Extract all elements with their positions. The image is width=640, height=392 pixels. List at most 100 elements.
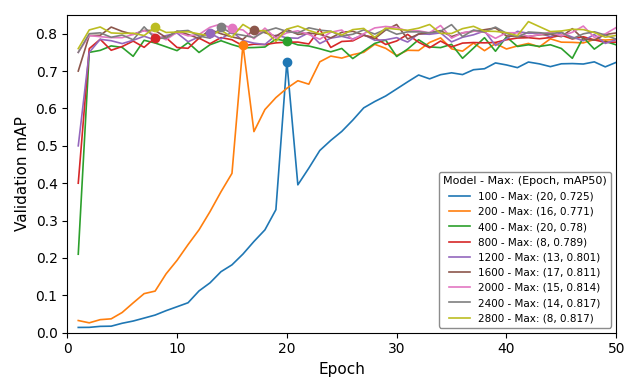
1200 - Max: (13, 0.801): (11, 0.778): (13, 0.801): (11, 0.778)	[184, 40, 192, 44]
400 - Max: (20, 0.78): (37, 0.761): (20, 0.78): (37, 0.761)	[470, 46, 477, 51]
400 - Max: (20, 0.78): (39, 0.753): (20, 0.78): (39, 0.753)	[492, 49, 499, 54]
2800 - Max: (8, 0.817): (27, 0.814): (8, 0.817): (27, 0.814)	[360, 26, 367, 31]
1200 - Max: (13, 0.801): (49, 0.774): (13, 0.801): (49, 0.774)	[602, 41, 609, 46]
100 - Max: (20, 0.725): (38, 0.706): (20, 0.725): (38, 0.706)	[481, 66, 488, 71]
200 - Max: (16, 0.771): (43, 0.765): (16, 0.771): (43, 0.765)	[536, 45, 543, 49]
400 - Max: (20, 0.78): (33, 0.765): (20, 0.78): (33, 0.765)	[426, 45, 433, 49]
200 - Max: (16, 0.771): (38, 0.755): (16, 0.771): (38, 0.755)	[481, 48, 488, 53]
200 - Max: (16, 0.771): (18, 0.597): (16, 0.771): (18, 0.597)	[261, 107, 269, 112]
800 - Max: (8, 0.789): (47, 0.792): (8, 0.789): (47, 0.792)	[579, 34, 587, 39]
400 - Max: (20, 0.78): (26, 0.733): (20, 0.78): (26, 0.733)	[349, 56, 356, 61]
400 - Max: (20, 0.78): (30, 0.739): (20, 0.78): (30, 0.739)	[393, 54, 401, 59]
2000 - Max: (15, 0.814): (39, 0.788): (15, 0.814): (39, 0.788)	[492, 36, 499, 41]
400 - Max: (20, 0.78): (34, 0.763): (20, 0.78): (34, 0.763)	[436, 45, 444, 50]
200 - Max: (16, 0.771): (44, 0.786): (16, 0.771): (44, 0.786)	[547, 36, 554, 41]
100 - Max: (20, 0.725): (2, 0.0144): (20, 0.725): (2, 0.0144)	[85, 325, 93, 330]
2000 - Max: (15, 0.814): (7, 0.808): (15, 0.814): (7, 0.808)	[140, 28, 148, 33]
1200 - Max: (13, 0.801): (47, 0.781): (13, 0.801): (47, 0.781)	[579, 38, 587, 43]
2400 - Max: (14, 0.817): (42, 0.805): (14, 0.817): (42, 0.805)	[525, 30, 532, 34]
2400 - Max: (14, 0.817): (31, 0.805): (14, 0.817): (31, 0.805)	[404, 29, 412, 34]
2800 - Max: (8, 0.817): (23, 0.8): (8, 0.817): (23, 0.8)	[316, 31, 324, 36]
2800 - Max: (8, 0.817): (29, 0.815): (8, 0.817): (29, 0.815)	[382, 26, 390, 31]
2000 - Max: (15, 0.814): (49, 0.799): (15, 0.814): (49, 0.799)	[602, 31, 609, 36]
1200 - Max: (13, 0.801): (20, 0.789): (13, 0.801): (20, 0.789)	[283, 35, 291, 40]
100 - Max: (20, 0.725): (33, 0.679): (20, 0.725): (33, 0.679)	[426, 76, 433, 81]
100 - Max: (20, 0.725): (22, 0.44): (20, 0.725): (22, 0.44)	[305, 166, 313, 171]
2000 - Max: (15, 0.814): (23, 0.785): (15, 0.814): (23, 0.785)	[316, 37, 324, 42]
2800 - Max	[151, 25, 159, 30]
100 - Max: (20, 0.725): (7, 0.0392): (20, 0.725): (7, 0.0392)	[140, 316, 148, 320]
100 - Max: (20, 0.725): (16, 0.21): (20, 0.725): (16, 0.21)	[239, 252, 247, 256]
1600 - Max: (17, 0.811): (43, 0.797): (17, 0.811): (43, 0.797)	[536, 33, 543, 37]
800 - Max: (8, 0.789): (10, 0.763): (8, 0.789): (10, 0.763)	[173, 45, 181, 50]
200 - Max: (16, 0.771): (1, 0.0327): (16, 0.771): (1, 0.0327)	[74, 318, 82, 323]
1600 - Max: (17, 0.811): (13, 0.811): (17, 0.811): (13, 0.811)	[206, 27, 214, 32]
1600 - Max: (17, 0.811): (11, 0.798): (17, 0.811): (11, 0.798)	[184, 32, 192, 37]
200 - Max: (16, 0.771): (13, 0.324): (16, 0.771): (13, 0.324)	[206, 209, 214, 214]
1200 - Max: (13, 0.801): (32, 0.8): (13, 0.801): (32, 0.8)	[415, 31, 422, 36]
1200 - Max: (13, 0.801): (14, 0.786): (13, 0.801): (14, 0.786)	[217, 36, 225, 41]
400 - Max: (20, 0.78): (22, 0.767): (20, 0.78): (22, 0.767)	[305, 44, 313, 48]
2800 - Max: (8, 0.817): (13, 0.794): (8, 0.817): (13, 0.794)	[206, 34, 214, 38]
100 - Max: (20, 0.725): (3, 0.017): (20, 0.725): (3, 0.017)	[97, 324, 104, 329]
2000 - Max: (15, 0.814): (46, 0.804): (15, 0.814): (46, 0.804)	[568, 30, 576, 34]
200 - Max: (16, 0.771): (6, 0.0798): (16, 0.771): (6, 0.0798)	[129, 301, 137, 305]
1600 - Max: (17, 0.811): (33, 0.803): (17, 0.811): (33, 0.803)	[426, 30, 433, 35]
1600 - Max: (17, 0.811): (1, 0.7): (17, 0.811): (1, 0.7)	[74, 69, 82, 73]
2400 - Max: (14, 0.817): (9, 0.788): (14, 0.817): (9, 0.788)	[163, 36, 170, 40]
2000 - Max: (15, 0.814): (36, 0.802): (15, 0.814): (36, 0.802)	[459, 31, 467, 35]
1600 - Max: (17, 0.811): (50, 0.802): (17, 0.811): (50, 0.802)	[612, 31, 620, 35]
200 - Max	[239, 42, 247, 47]
100 - Max: (20, 0.725): (35, 0.695): (20, 0.725): (35, 0.695)	[448, 71, 456, 75]
1200 - Max: (13, 0.801): (7, 0.793): (13, 0.801): (7, 0.793)	[140, 34, 148, 38]
1600 - Max: (17, 0.811): (28, 0.787): (17, 0.811): (28, 0.787)	[371, 36, 378, 41]
100 - Max: (20, 0.725): (4, 0.0175): (20, 0.725): (4, 0.0175)	[108, 324, 115, 328]
2000 - Max: (15, 0.814): (11, 0.794): (15, 0.814): (11, 0.794)	[184, 34, 192, 38]
800 - Max: (8, 0.789): (29, 0.771): (8, 0.789): (29, 0.771)	[382, 42, 390, 47]
2400 - Max: (14, 0.817): (26, 0.798): (14, 0.817): (26, 0.798)	[349, 32, 356, 36]
2800 - Max: (8, 0.817): (40, 0.803): (8, 0.817): (40, 0.803)	[502, 30, 510, 35]
200 - Max: (16, 0.771): (36, 0.753): (16, 0.771): (36, 0.753)	[459, 49, 467, 54]
2800 - Max: (8, 0.817): (37, 0.82): (8, 0.817): (37, 0.82)	[470, 24, 477, 29]
800 - Max: (8, 0.789): (6, 0.78): (8, 0.789): (6, 0.78)	[129, 39, 137, 44]
400 - Max: (20, 0.78): (35, 0.772): (20, 0.78): (35, 0.772)	[448, 42, 456, 47]
1200 - Max: (13, 0.801): (19, 0.796): (13, 0.801): (19, 0.796)	[272, 33, 280, 38]
1200 - Max: (13, 0.801): (23, 0.774): (13, 0.801): (23, 0.774)	[316, 41, 324, 46]
200 - Max: (16, 0.771): (19, 0.629): (16, 0.771): (19, 0.629)	[272, 95, 280, 100]
1200 - Max: (13, 0.801): (43, 0.802): (13, 0.801): (43, 0.802)	[536, 31, 543, 35]
800 - Max: (8, 0.789): (28, 0.789): (8, 0.789): (28, 0.789)	[371, 35, 378, 40]
2400 - Max: (14, 0.817): (21, 0.802): (14, 0.817): (21, 0.802)	[294, 31, 301, 35]
2800 - Max: (8, 0.817): (44, 0.806): (8, 0.817): (44, 0.806)	[547, 29, 554, 34]
400 - Max: (20, 0.78): (27, 0.754): (20, 0.78): (27, 0.754)	[360, 49, 367, 53]
1200 - Max: (13, 0.801): (8, 0.783): (13, 0.801): (8, 0.783)	[151, 38, 159, 42]
1200 - Max: (13, 0.801): (26, 0.786): (13, 0.801): (26, 0.786)	[349, 36, 356, 41]
100 - Max: (20, 0.725): (1, 0.0142): (20, 0.725): (1, 0.0142)	[74, 325, 82, 330]
400 - Max: (20, 0.78): (2, 0.75): (20, 0.78): (2, 0.75)	[85, 50, 93, 55]
400 - Max: (20, 0.78): (3, 0.755): (20, 0.78): (3, 0.755)	[97, 48, 104, 53]
800 - Max: (8, 0.789): (50, 0.777): (8, 0.789): (50, 0.777)	[612, 40, 620, 45]
2400 - Max: (14, 0.817): (7, 0.818): (14, 0.817): (7, 0.818)	[140, 25, 148, 29]
400 - Max: (20, 0.78): (48, 0.759): (20, 0.78): (48, 0.759)	[591, 47, 598, 51]
2800 - Max: (8, 0.817): (33, 0.825): (8, 0.817): (33, 0.825)	[426, 22, 433, 27]
2800 - Max: (8, 0.817): (31, 0.809): (8, 0.817): (31, 0.809)	[404, 28, 412, 33]
2400 - Max: (14, 0.817): (34, 0.807): (14, 0.817): (34, 0.807)	[436, 29, 444, 34]
100 - Max: (20, 0.725): (18, 0.275): (20, 0.725): (18, 0.275)	[261, 227, 269, 232]
2400 - Max: (14, 0.817): (13, 0.788): (14, 0.817): (13, 0.788)	[206, 36, 214, 40]
200 - Max: (16, 0.771): (49, 0.783): (16, 0.771): (49, 0.783)	[602, 38, 609, 42]
2000 - Max: (15, 0.814): (17, 0.787): (15, 0.814): (17, 0.787)	[250, 36, 258, 41]
1600 - Max: (17, 0.811): (15, 0.791): (17, 0.811): (15, 0.791)	[228, 34, 236, 39]
400 - Max: (20, 0.78): (8, 0.775): (20, 0.78): (8, 0.775)	[151, 41, 159, 45]
400 - Max: (20, 0.78): (49, 0.779): (20, 0.78): (49, 0.779)	[602, 39, 609, 44]
800 - Max: (8, 0.789): (22, 0.773): (8, 0.789): (22, 0.773)	[305, 42, 313, 46]
100 - Max: (20, 0.725): (41, 0.709): (20, 0.725): (41, 0.709)	[513, 65, 521, 70]
2000 - Max: (15, 0.814): (9, 0.784): (15, 0.814): (9, 0.784)	[163, 37, 170, 42]
2000 - Max: (15, 0.814): (43, 0.798): (15, 0.814): (43, 0.798)	[536, 32, 543, 37]
1200 - Max: (13, 0.801): (35, 0.778): (13, 0.801): (35, 0.778)	[448, 40, 456, 44]
2400 - Max: (14, 0.817): (17, 0.79): (14, 0.817): (17, 0.79)	[250, 35, 258, 40]
200 - Max: (16, 0.771): (14, 0.377): (16, 0.771): (14, 0.377)	[217, 189, 225, 194]
200 - Max: (16, 0.771): (10, 0.194): (16, 0.771): (10, 0.194)	[173, 258, 181, 263]
100 - Max: (20, 0.725): (11, 0.0802): (20, 0.725): (11, 0.0802)	[184, 300, 192, 305]
100 - Max: (20, 0.725): (45, 0.719): (20, 0.725): (45, 0.719)	[557, 62, 565, 66]
200 - Max: (16, 0.771): (2, 0.0265): (16, 0.771): (2, 0.0265)	[85, 321, 93, 325]
2400 - Max: (14, 0.817): (15, 0.801): (14, 0.817): (15, 0.801)	[228, 31, 236, 36]
